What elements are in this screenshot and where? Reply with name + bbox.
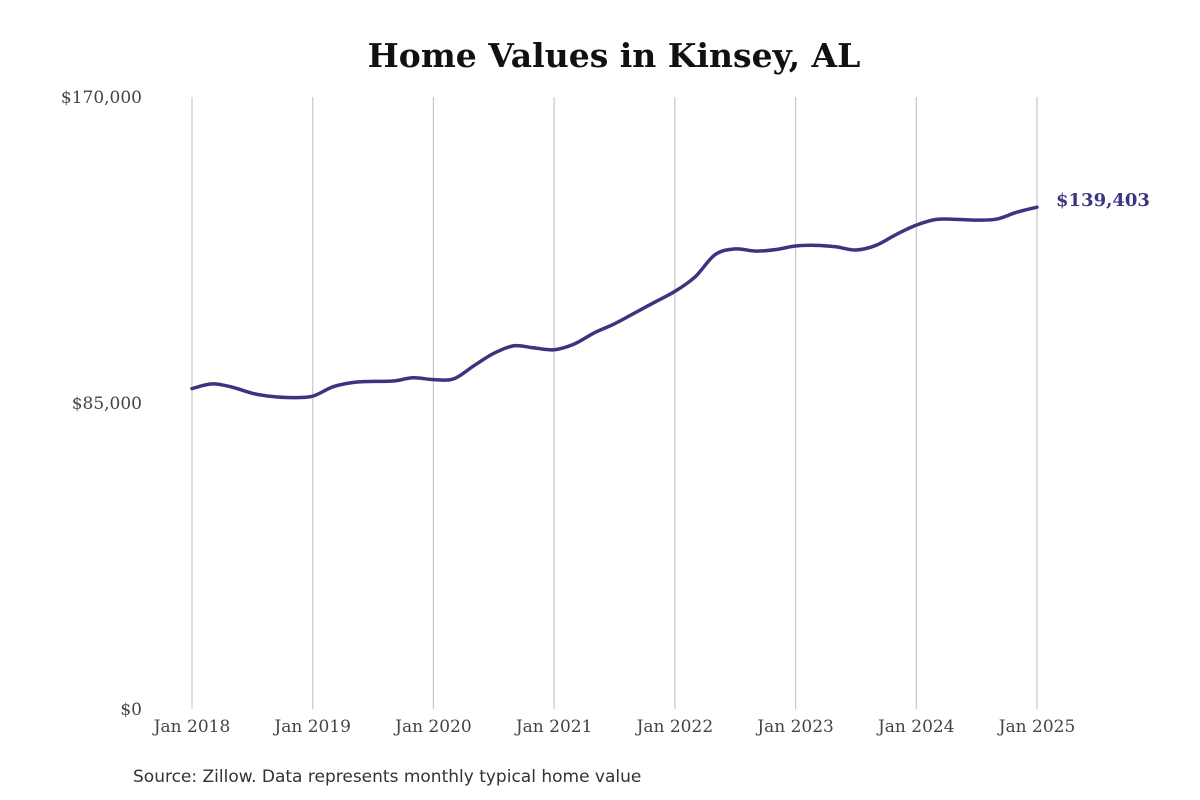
latest-value-label: $139,403 — [1056, 190, 1150, 211]
home-value-line — [190, 205, 1039, 400]
x-tick-label-7: Jan 2025 — [997, 717, 1076, 737]
x-tick-label-6: Jan 2024 — [876, 717, 955, 737]
y-tick-label-1: $85,000 — [72, 394, 142, 414]
gridlines — [191, 97, 1038, 709]
x-tick-label-5: Jan 2023 — [755, 717, 834, 737]
chart-title: Home Values in Kinsey, AL — [368, 36, 861, 75]
y-tick-label-2: $170,000 — [61, 88, 142, 108]
y-axis-ticks: $0 $85,000 $170,000 — [61, 88, 142, 720]
x-tick-label-3: Jan 2021 — [514, 717, 593, 737]
x-tick-label-2: Jan 2020 — [393, 717, 472, 737]
x-tick-label-1: Jan 2019 — [272, 717, 351, 737]
y-tick-label-0: $0 — [120, 700, 142, 720]
x-tick-label-4: Jan 2022 — [635, 717, 714, 737]
x-tick-label-0: Jan 2018 — [152, 717, 231, 737]
x-axis-ticks: Jan 2018 Jan 2019 Jan 2020 Jan 2021 Jan 2022… — [152, 717, 1076, 737]
source-note: Source: Zillow. Data represents monthly … — [133, 767, 641, 787]
